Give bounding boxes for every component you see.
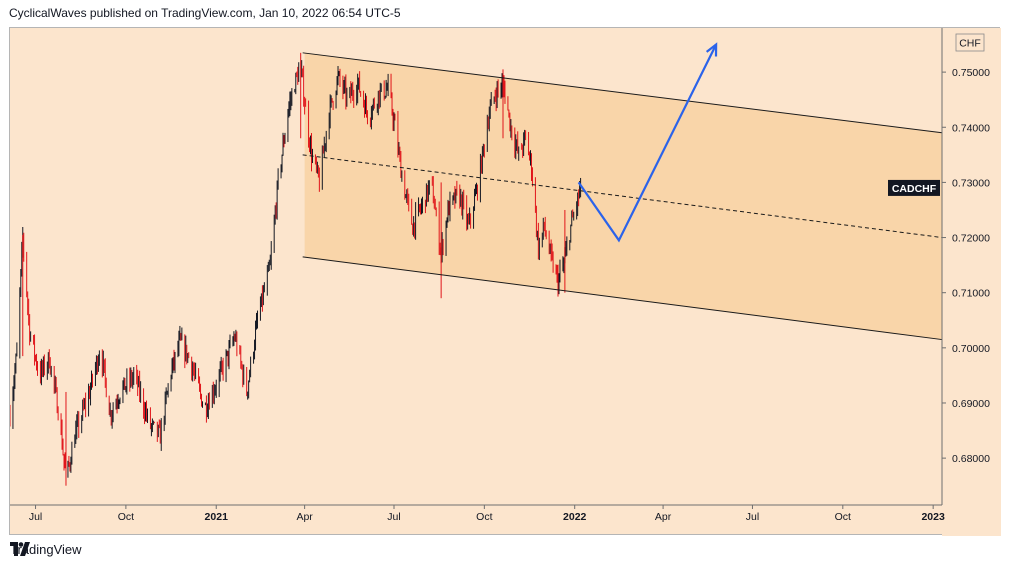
- y-tick-label: 0.74000: [952, 122, 990, 134]
- projection-path: [577, 44, 718, 243]
- symbol-label: CADCHF: [892, 183, 937, 195]
- x-tick-label: Oct: [476, 511, 492, 523]
- x-tick-label: Oct: [835, 511, 851, 523]
- y-tick-label: 0.73000: [952, 177, 990, 189]
- y-tick-label: 0.70000: [952, 343, 990, 355]
- channel-upper-line: [302, 52, 943, 134]
- tradingview-logo-icon: [10, 542, 30, 556]
- price-chart[interactable]: CHF 0.75000 0.74000 0.73000 0.72000 0.71000 0.…: [10, 28, 1001, 536]
- x-tick-label: 2021: [205, 511, 229, 523]
- y-tick-label: 0.69000: [952, 398, 990, 410]
- x-tick-label: Jul: [387, 511, 400, 523]
- symbol-badge: [888, 179, 940, 196]
- y-tick-label: 0.71000: [952, 288, 990, 300]
- x-tick-label: Apr: [655, 511, 672, 523]
- x-tick-label: 2022: [563, 511, 587, 523]
- channel-lower-line: [302, 256, 943, 341]
- x-tick-label: Apr: [296, 511, 313, 523]
- chart-panel[interactable]: CHF 0.75000 0.74000 0.73000 0.72000 0.71000 0.…: [9, 27, 1001, 536]
- y-tick-label: 0.75000: [952, 67, 990, 79]
- y-tick-label: 0.68000: [952, 453, 990, 465]
- x-tick-label: Oct: [118, 511, 134, 523]
- y-tick-label: 0.72000: [952, 233, 990, 245]
- x-tick-label: Jul: [29, 511, 42, 523]
- publication-info: CyclicalWaves published on TradingView.c…: [9, 6, 401, 20]
- channel-midline: [302, 154, 943, 239]
- currency-box: [955, 33, 985, 52]
- currency-label: CHF: [959, 38, 981, 50]
- x-tick-label: Jul: [746, 511, 759, 523]
- price-axis-panel: [942, 28, 1001, 536]
- candles: [10, 52, 582, 486]
- footer: TradingView: [10, 542, 82, 557]
- projection-arrowhead-icon: [705, 42, 718, 57]
- x-tick-label: 2023: [921, 511, 945, 523]
